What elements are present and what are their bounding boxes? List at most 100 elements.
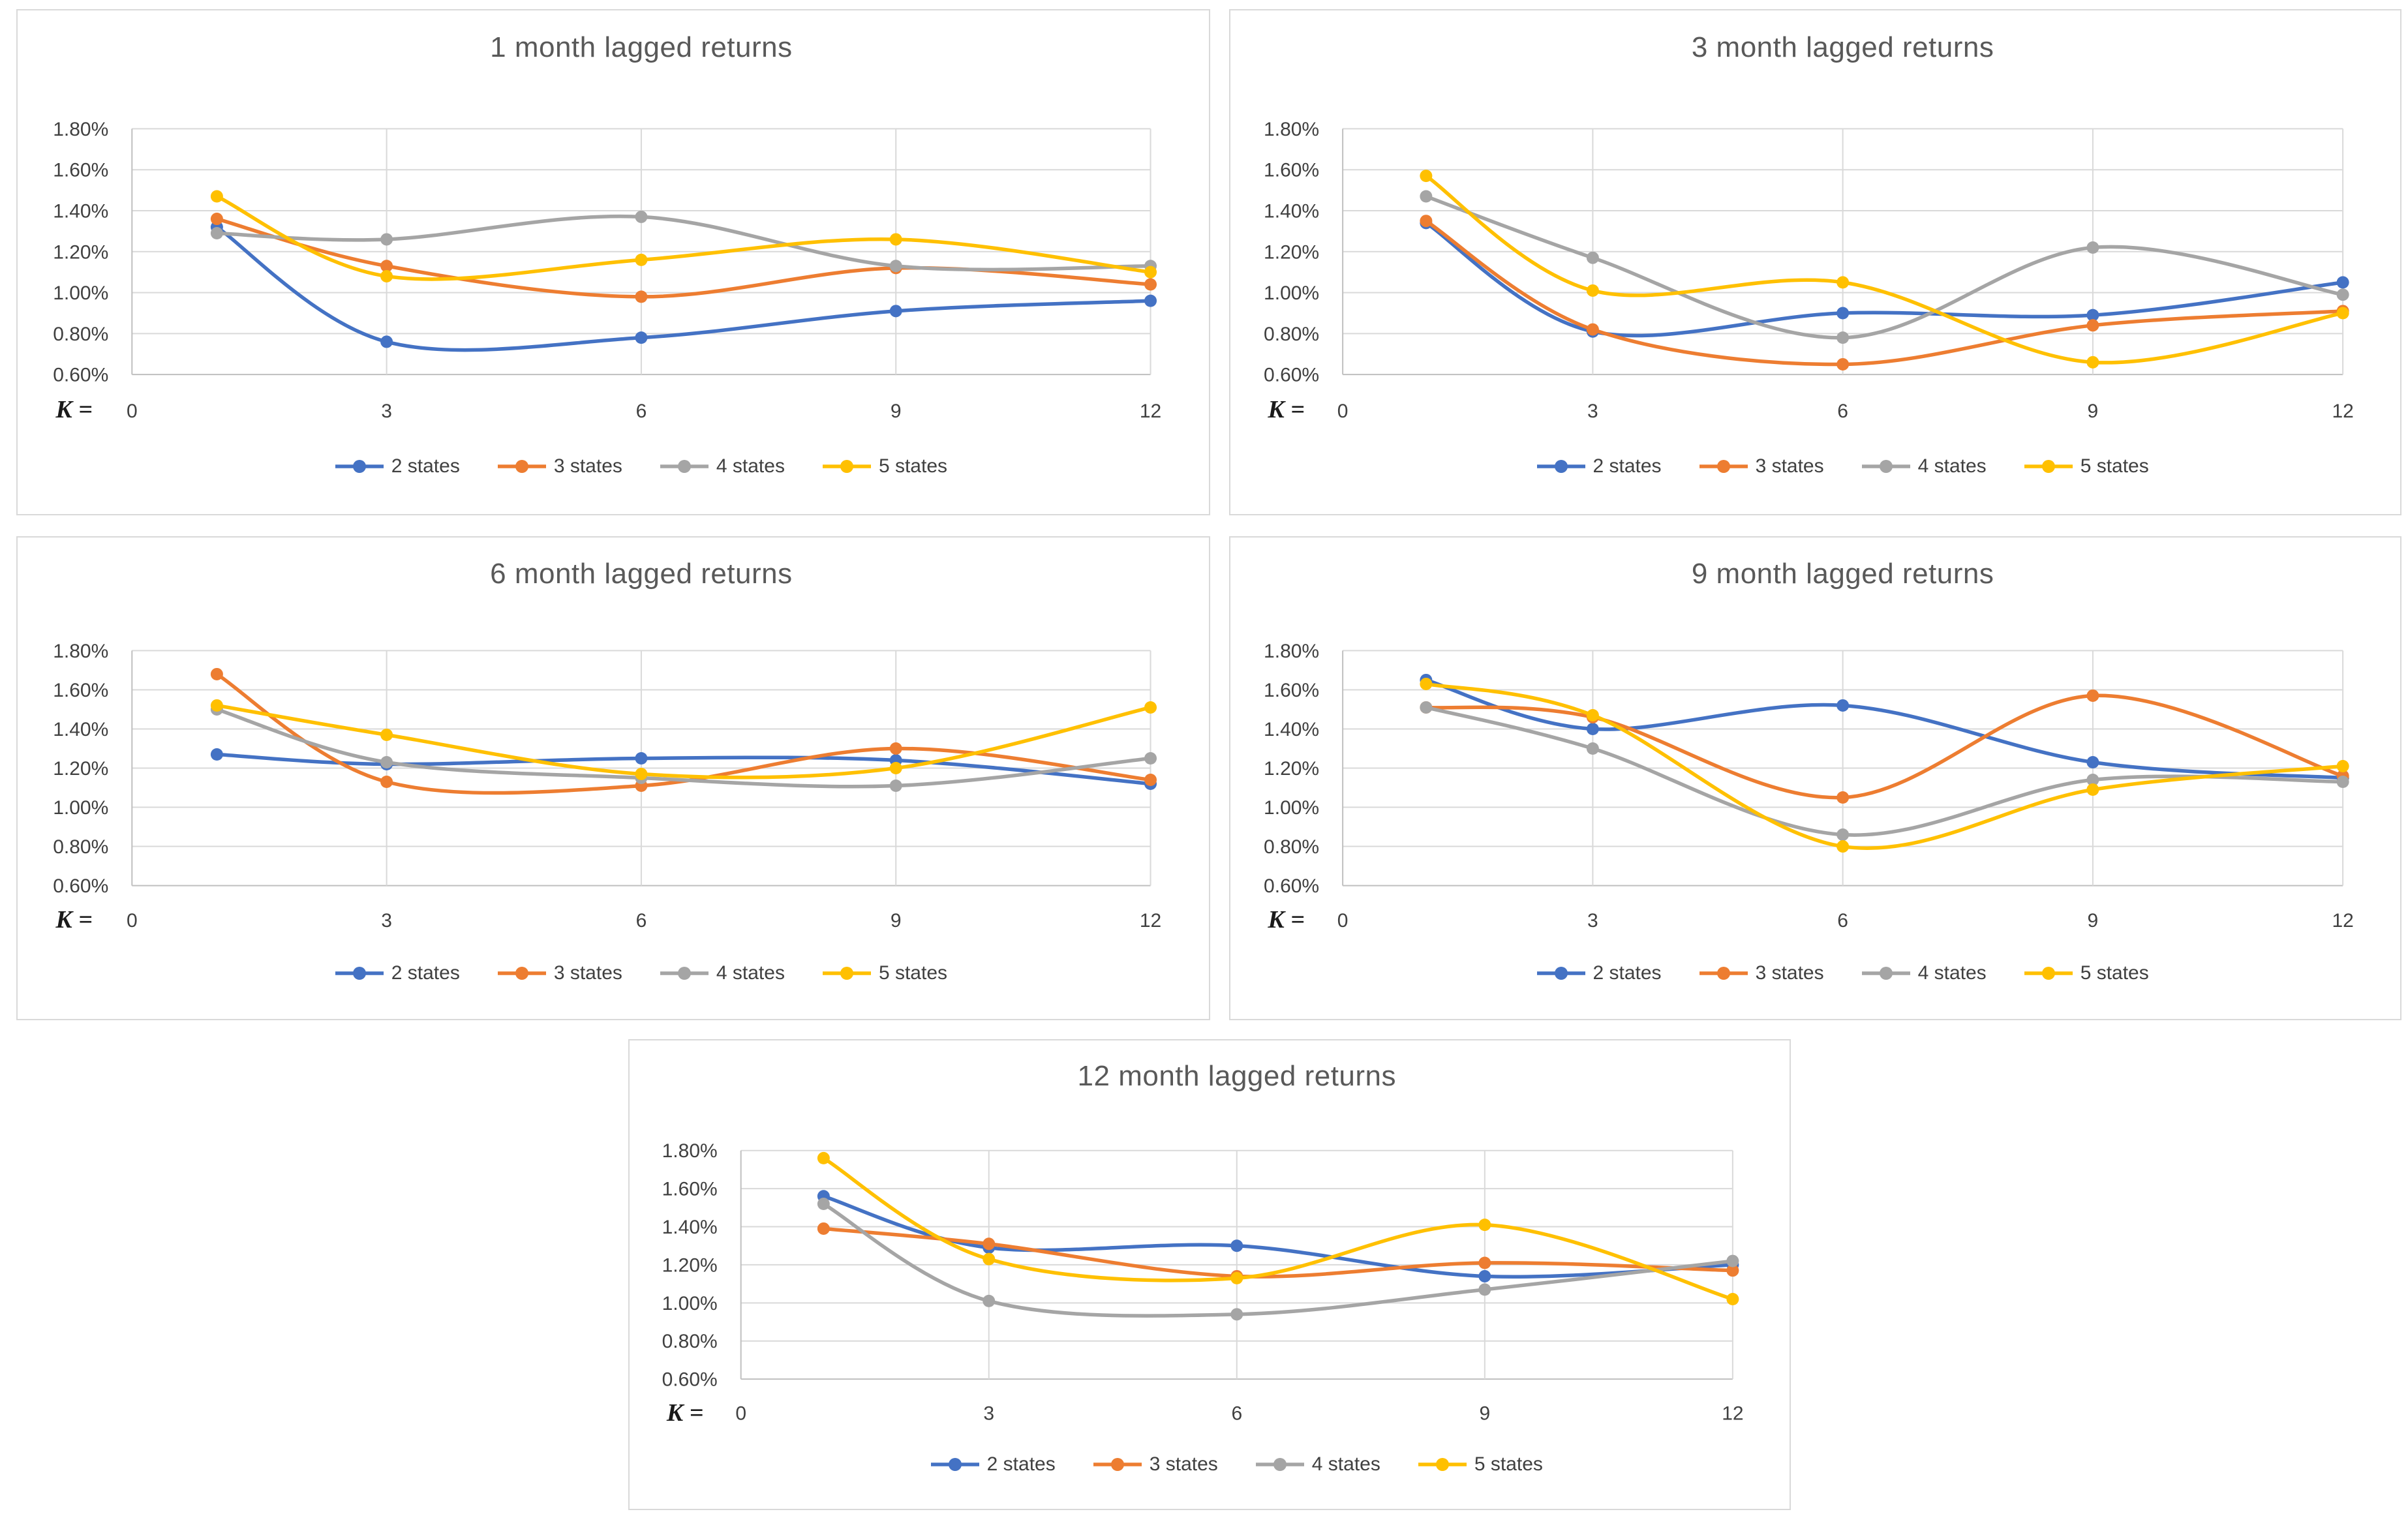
legend-item-3-states: 3 states bbox=[497, 455, 622, 478]
y-tick-label: 0.80% bbox=[662, 1331, 718, 1352]
x-tick-label: 9 bbox=[891, 910, 902, 932]
legend-marker-icon bbox=[1418, 1457, 1467, 1471]
data-point-5-states bbox=[889, 233, 902, 246]
data-point-3-states bbox=[1478, 1256, 1491, 1269]
series-line-5-states bbox=[215, 194, 1153, 281]
legend-dot bbox=[1879, 459, 1893, 473]
series-line-2-states bbox=[1424, 678, 2345, 780]
legend-item-5-states: 5 states bbox=[822, 455, 947, 478]
x-tick-label: 12 bbox=[2332, 401, 2353, 422]
legend-item-5-states: 5 states bbox=[1418, 1453, 1543, 1476]
legend-label: 2 states bbox=[1593, 962, 1662, 984]
data-point-5-states bbox=[1144, 701, 1157, 714]
chart-1-month-lagged-returns[interactable]: 1 month lagged returns 1.80% 1.60% 1.40% 1.… bbox=[16, 9, 1210, 515]
legend-label: 5 states bbox=[1474, 1453, 1543, 1475]
legend-dot bbox=[2041, 459, 2055, 473]
data-point-5-states bbox=[1478, 1219, 1491, 1232]
chart-9-month-lagged-returns[interactable]: 9 month lagged returns 1.80% 1.60% 1.40% 1.… bbox=[1229, 536, 2401, 1020]
y-tick-label: 1.80% bbox=[1264, 119, 1319, 140]
y-tick-label: 1.20% bbox=[1264, 758, 1319, 780]
data-point-5-states bbox=[2336, 760, 2349, 773]
data-point-3-states bbox=[2086, 689, 2099, 702]
chart-title: 12 month lagged returns bbox=[1077, 1060, 1397, 1093]
data-point-3-states bbox=[2086, 319, 2099, 332]
data-point-4-states bbox=[210, 227, 223, 240]
legend-marker-icon bbox=[335, 966, 384, 980]
legend-dot bbox=[1716, 966, 1730, 980]
x-tick-label: 9 bbox=[2088, 401, 2099, 422]
data-point-4-states bbox=[1836, 331, 1850, 344]
y-tick-label: 0.60% bbox=[1264, 365, 1319, 386]
y-tick-label: 1.40% bbox=[1264, 719, 1319, 740]
x-axis-k-label: K = bbox=[55, 396, 93, 424]
data-point-3-states bbox=[983, 1237, 996, 1251]
legend-label: 4 states bbox=[1917, 962, 1987, 984]
legend-item-4-states: 4 states bbox=[1861, 455, 1987, 478]
x-axis-k-label: K = bbox=[1268, 906, 1305, 934]
legend-label: 3 states bbox=[553, 455, 622, 477]
plot-area: 1.80% 1.60% 1.40% 1.20% 1.00% 0.80% 0.60% 0 3 6 9 1… bbox=[53, 119, 1161, 422]
legend-marker-icon bbox=[660, 459, 709, 473]
series-line-3-states bbox=[1424, 693, 2345, 800]
chart-legend: 2 states 3 states 4 states 5 states bbox=[132, 451, 1150, 481]
x-tick-label: 0 bbox=[1337, 910, 1349, 932]
legend-label: 2 states bbox=[391, 455, 460, 477]
chart-12-month-lagged-returns[interactable]: 12 month lagged returns 1.80% 1.60% 1.40% 1… bbox=[628, 1039, 1791, 1510]
data-point-5-states bbox=[1420, 677, 1433, 690]
legend-dot bbox=[1110, 1457, 1124, 1471]
data-point-2-states bbox=[1230, 1239, 1243, 1252]
chart-legend: 2 states 3 states 4 states 5 states bbox=[1343, 959, 2343, 988]
data-point-4-states bbox=[1420, 190, 1433, 203]
y-tick-label: 1.20% bbox=[53, 758, 108, 780]
legend-item-5-states: 5 states bbox=[2024, 962, 2149, 984]
data-point-4-states bbox=[1836, 828, 1850, 841]
legend-marker-icon bbox=[335, 459, 384, 473]
y-tick-label: 1.00% bbox=[53, 282, 108, 304]
y-tick-label: 0.80% bbox=[1264, 324, 1319, 345]
x-tick-label: 3 bbox=[1587, 401, 1598, 422]
series-line-5-states bbox=[821, 1156, 1735, 1301]
series-line-4-states bbox=[215, 214, 1153, 272]
data-point-2-states bbox=[1586, 722, 1599, 735]
data-point-4-states bbox=[380, 755, 393, 768]
legend-label: 4 states bbox=[716, 962, 785, 984]
x-tick-label: 12 bbox=[1722, 1402, 1743, 1424]
chart-6-month-lagged-returns[interactable]: 6 month lagged returns 1.80% 1.60% 1.40% 1.… bbox=[16, 536, 1210, 1020]
x-tick-label: 12 bbox=[1140, 401, 1161, 422]
y-tick-label: 1.20% bbox=[53, 241, 108, 263]
legend-dot bbox=[1435, 1457, 1449, 1471]
data-point-4-states bbox=[1478, 1283, 1491, 1296]
series-line-4-states bbox=[821, 1202, 1735, 1318]
y-tick-label: 0.80% bbox=[53, 836, 108, 858]
data-point-5-states bbox=[1586, 284, 1599, 297]
legend-label: 2 states bbox=[986, 1453, 1056, 1475]
x-tick-label: 3 bbox=[983, 1402, 994, 1424]
data-point-3-states bbox=[380, 776, 393, 789]
legend-dot bbox=[677, 459, 691, 473]
legend-marker-icon bbox=[2024, 459, 2073, 473]
legend-dot bbox=[948, 1457, 962, 1471]
legend-marker-icon bbox=[1699, 459, 1748, 473]
data-point-4-states bbox=[889, 260, 902, 273]
y-tick-label: 0.60% bbox=[662, 1369, 718, 1391]
legend-marker-icon bbox=[930, 1457, 979, 1471]
x-tick-label: 3 bbox=[1587, 910, 1598, 932]
data-point-5-states bbox=[889, 762, 902, 775]
data-point-2-states bbox=[2086, 309, 2099, 322]
x-tick-label: 0 bbox=[127, 910, 138, 932]
chart-3-month-lagged-returns[interactable]: 3 month lagged returns 1.80% 1.60% 1.40% 1.… bbox=[1229, 9, 2401, 515]
data-point-4-states bbox=[1586, 251, 1599, 264]
legend-item-3-states: 3 states bbox=[1093, 1453, 1218, 1476]
chart-legend: 2 states 3 states 4 states 5 states bbox=[741, 1450, 1733, 1478]
data-point-4-states bbox=[2336, 776, 2349, 789]
plot-area: 1.80% 1.60% 1.40% 1.20% 1.00% 0.80% 0.60% 0 3 6 9 1… bbox=[662, 1140, 1744, 1424]
data-point-3-states bbox=[1836, 791, 1850, 804]
data-point-2-states bbox=[2086, 755, 2099, 768]
x-axis-k-label: K = bbox=[1268, 396, 1305, 424]
chart-title: 3 month lagged returns bbox=[1691, 31, 1994, 64]
data-point-4-states bbox=[380, 233, 393, 246]
data-point-2-states bbox=[635, 331, 648, 344]
series-line-2-states bbox=[215, 225, 1153, 352]
chart-legend: 2 states 3 states 4 states 5 states bbox=[1343, 451, 2343, 481]
